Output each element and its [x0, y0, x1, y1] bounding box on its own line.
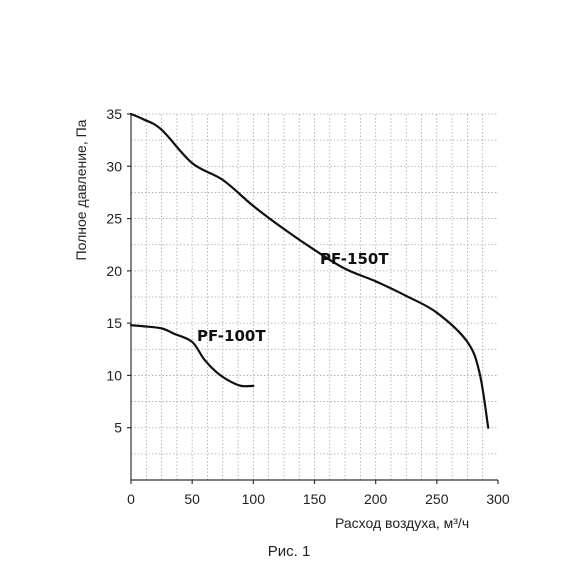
x-tick-label: 150 [303, 491, 327, 507]
y-tick-label: 15 [106, 315, 122, 331]
x-tick-labels: 0 50 100 150 200 250 300 [127, 480, 510, 507]
series [129, 112, 490, 429]
series-line-pf-100t [129, 324, 255, 388]
y-tick-labels: 5 10 15 20 25 30 35 [106, 106, 131, 436]
x-tick-label: 100 [242, 491, 266, 507]
grid [131, 113, 498, 480]
y-tick-label: 25 [106, 211, 122, 227]
series-label-pf-100t: PF-100T [197, 327, 266, 345]
y-tick-label: 20 [106, 263, 122, 279]
x-tick-label: 50 [184, 491, 200, 507]
series-label-pf-150t: PF-150T [320, 250, 389, 268]
x-axis-label: Расход воздуха, м³/ч [335, 515, 469, 531]
series-line-pf-150t [129, 112, 490, 429]
x-tick-label: 0 [127, 491, 135, 507]
figure-caption: Рис. 1 [268, 543, 311, 560]
y-tick-label: 35 [106, 106, 122, 122]
x-tick-label: 250 [425, 491, 449, 507]
y-axis-label: Полное давление, Па [73, 119, 89, 260]
y-tick-label: 5 [114, 420, 122, 436]
y-tick-label: 10 [106, 367, 122, 383]
x-tick-label: 300 [486, 491, 510, 507]
x-tick-label: 200 [364, 491, 388, 507]
y-tick-label: 30 [106, 158, 122, 174]
